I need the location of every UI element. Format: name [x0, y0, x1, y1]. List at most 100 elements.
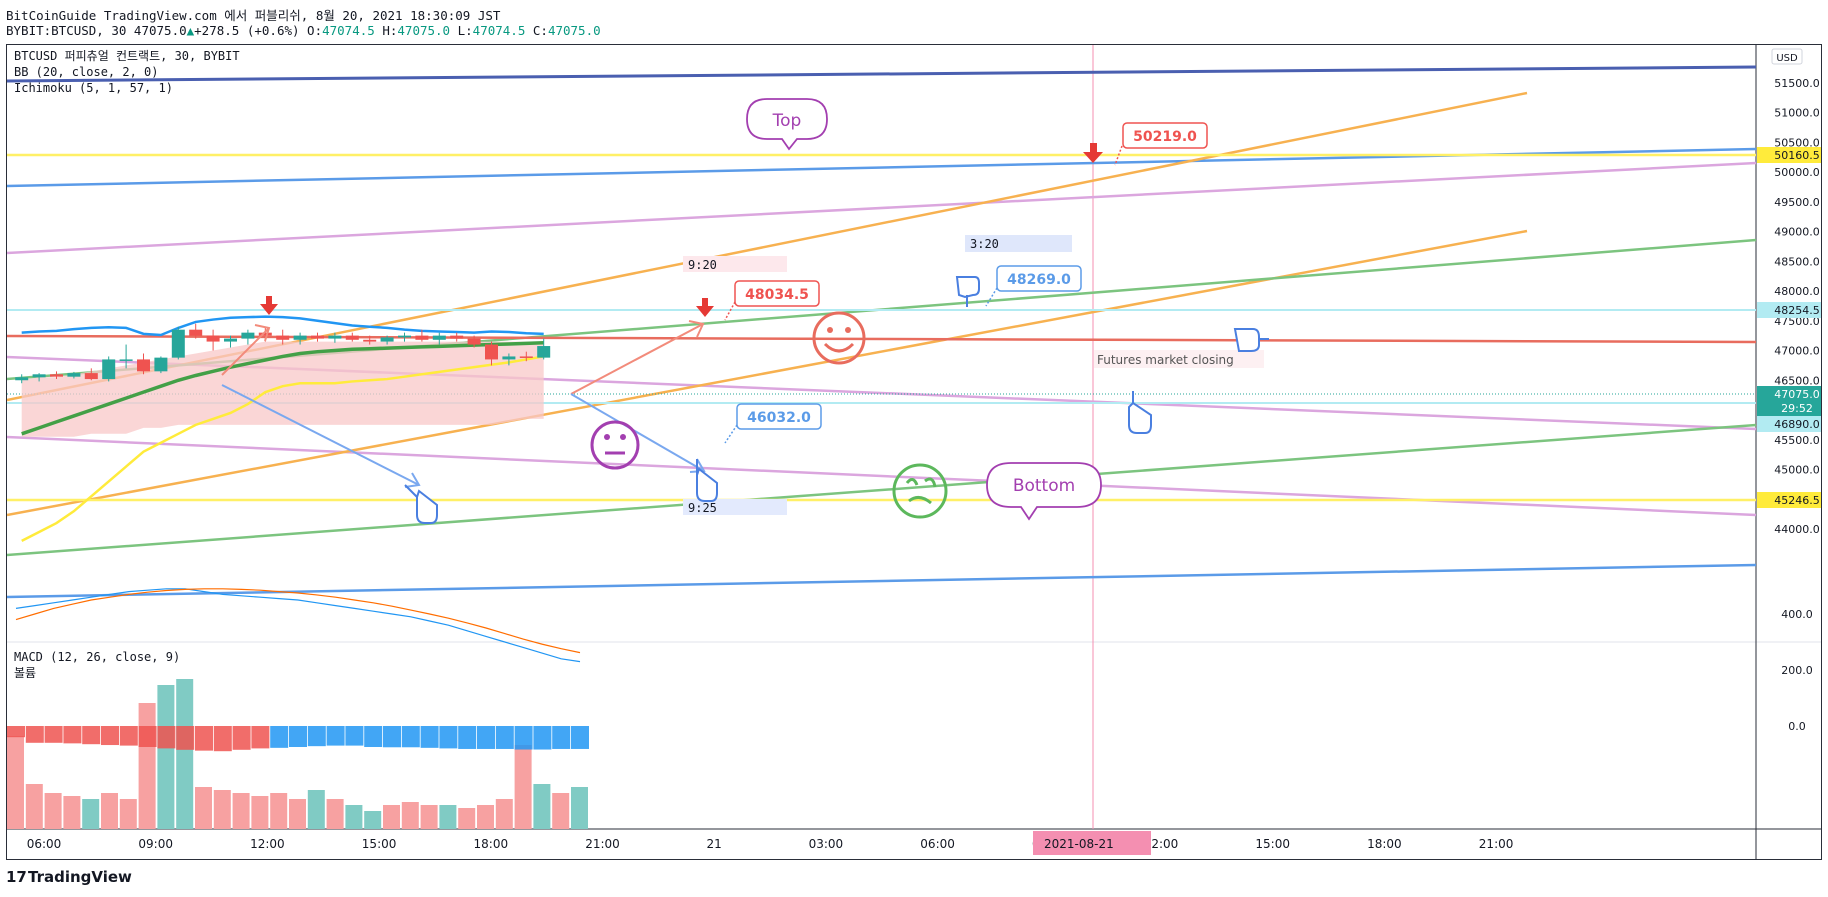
time-box-925[interactable] [683, 499, 787, 515]
low-value: 47074.5 [472, 23, 526, 38]
up-arrow-icon: ▲ [186, 23, 195, 38]
legend-symbol[interactable]: BTCUSD 퍼피츄얼 컨트랙트, 30, BYBIT [14, 49, 240, 63]
arrow-head-up-2[interactable] [688, 320, 705, 338]
arrow-head-down-1[interactable] [404, 472, 421, 488]
arrow-head-down-2[interactable] [689, 458, 706, 473]
price-tick-label: 50000.0 [1774, 166, 1820, 179]
volume-bar [439, 805, 457, 829]
badge-46890-text: 46890.0 [1774, 418, 1820, 431]
trendline-green-lower[interactable] [7, 423, 1757, 557]
macd-histogram-bar [289, 726, 307, 747]
neutral-face-icon[interactable] [590, 420, 640, 470]
macd-histogram-bar [270, 726, 289, 748]
macd-histogram-bar [495, 726, 514, 749]
signal-line [15, 588, 581, 654]
open-label: O: [307, 23, 323, 38]
brand-name: TradingView [28, 868, 132, 886]
candle [15, 374, 29, 384]
candle [67, 371, 81, 379]
volume-bar [63, 796, 81, 829]
close-value: 47075.0 [547, 23, 601, 38]
trendline-violet-lower[interactable] [7, 435, 1757, 517]
ichimoku-line [21, 355, 544, 543]
arrow-head-up-1[interactable] [254, 324, 271, 342]
callout-48269-text: 48269.0 [1007, 272, 1071, 288]
time-axis[interactable]: 06:00 09:00 12:00 15:00 18:00 21:00 21 03:00 06:… [27, 837, 1514, 851]
candle [276, 329, 290, 345]
callout-50219-text: 50219.0 [1133, 129, 1197, 145]
volume-bar [364, 811, 382, 829]
arrow-down-1[interactable] [221, 384, 420, 486]
time-tick-label: 06:00 [27, 837, 62, 851]
futures-box[interactable] [1094, 350, 1264, 368]
candle [537, 338, 551, 360]
callout-50219[interactable]: 50219.0 [1114, 122, 1208, 166]
candle [485, 341, 498, 366]
price-tick-label: 46500.0 [1774, 374, 1820, 387]
arrow-down-2[interactable] [570, 393, 705, 472]
legend-bb[interactable]: BB (20, close, 2, 0) [14, 65, 159, 79]
sell-marker-icon[interactable] [1083, 143, 1103, 163]
candle [328, 332, 342, 343]
currency-label: USD [1776, 53, 1798, 64]
volume-bar [458, 808, 476, 829]
trendline-dark-blue[interactable] [7, 65, 1757, 83]
volume-bar [101, 793, 118, 829]
arrow-up-2[interactable] [570, 323, 704, 395]
sell-markers[interactable] [260, 143, 1103, 317]
dizzy-face-icon[interactable] [892, 463, 948, 519]
trendline-violet-upper[interactable] [7, 161, 1757, 255]
volume-bar [232, 793, 250, 829]
candle [102, 356, 116, 382]
macd-histogram-bar [345, 726, 364, 746]
chart-container[interactable]: 400.0 200.0 0.0 50219.0 48034.5 48269.0 46… [6, 44, 1822, 860]
macd-histogram-bar [157, 726, 176, 749]
callout-48034[interactable]: 48034.5 [724, 280, 820, 321]
macd-histogram-bar [251, 726, 270, 749]
time-tick-label: 12:00 [1144, 837, 1179, 851]
callout-48269[interactable]: 48269.0 [985, 265, 1082, 307]
smile-icon[interactable] [812, 311, 866, 365]
candle [241, 329, 255, 345]
trendline-red[interactable] [7, 334, 1757, 344]
drawing-arrows[interactable] [221, 320, 706, 488]
volume-bar [119, 799, 137, 829]
trendline-blue-lower[interactable] [7, 563, 1757, 599]
publish-info: BitCoinGuide TradingView.com 에서 퍼블리쉬, 8월… [6, 8, 501, 23]
time-tick-label: 06:00 [920, 837, 955, 851]
currency-badge[interactable] [1771, 48, 1803, 65]
pointing-hand-icon[interactable] [404, 484, 438, 524]
volume-bar [571, 787, 588, 829]
candle [432, 332, 446, 345]
drawing-trendlines[interactable] [7, 65, 1757, 599]
candle [224, 335, 237, 348]
candles [15, 323, 551, 384]
arrow-up-1[interactable] [221, 327, 270, 376]
sell-marker-icon[interactable] [260, 296, 278, 315]
time-tick-label: 03:00 [809, 837, 844, 851]
pointing-hand-icon[interactable] [1233, 328, 1269, 352]
chart-svg[interactable]: 400.0 200.0 0.0 50219.0 48034.5 48269.0 46… [7, 45, 1821, 859]
bubble-top[interactable]: Top [746, 98, 828, 151]
time-box-320[interactable] [965, 235, 1072, 252]
callout-46032[interactable]: 46032.0 [724, 403, 822, 444]
volume-bar [44, 793, 62, 829]
pointing-hand-icon[interactable] [696, 459, 718, 502]
legend-macd[interactable]: MACD (12, 26, close, 9) [14, 650, 180, 664]
price-tick-label: 51500.0 [1774, 77, 1820, 90]
volume-bar [176, 679, 194, 829]
bubble-bottom[interactable]: Bottom [986, 462, 1102, 521]
legend-ichimoku[interactable]: Ichimoku (5, 1, 57, 1) [14, 81, 173, 95]
pointing-hand-icon[interactable] [955, 276, 980, 307]
time-tick-label: 09:00 [138, 837, 173, 851]
bb-basis-line [21, 341, 544, 436]
volume-bar [307, 790, 325, 829]
volume-bar [25, 784, 43, 829]
pointing-hand-icon[interactable] [1128, 391, 1152, 434]
legend-volume[interactable]: 볼륨 [14, 666, 36, 680]
time-box-920[interactable] [683, 256, 787, 272]
tradingview-logo[interactable]: 17TradingView [6, 868, 132, 886]
sell-marker-icon[interactable] [696, 298, 714, 317]
macd-histogram-bar [552, 726, 571, 749]
badge-50160-text: 50160.5 [1774, 149, 1820, 162]
